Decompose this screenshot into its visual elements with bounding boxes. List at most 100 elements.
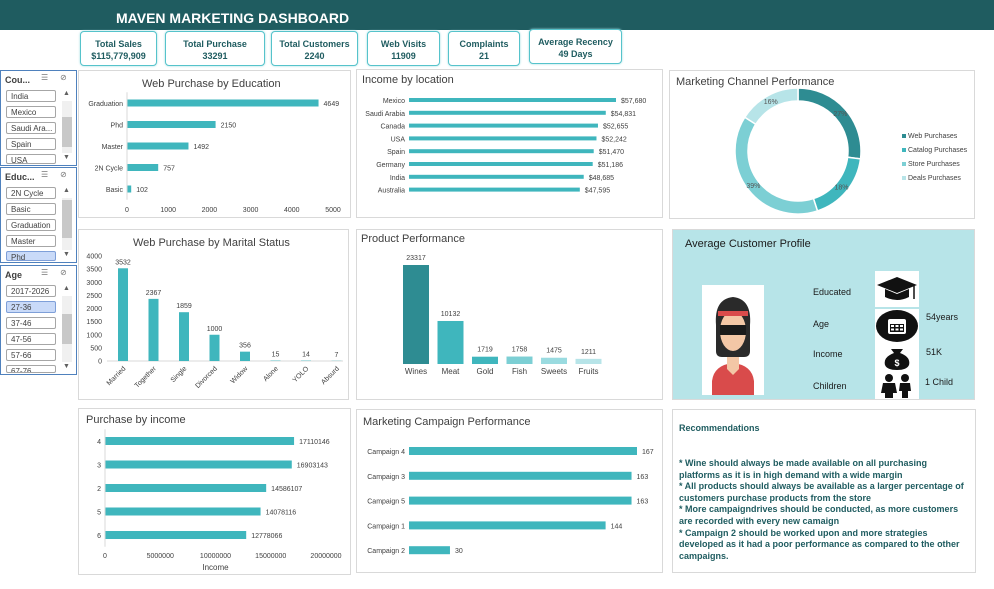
category-label: Absurd [320,365,341,386]
category-label: YOLO [292,365,311,384]
bar [118,268,128,361]
scroll-up-icon[interactable]: ▲ [63,187,70,194]
category-label: Campaign 4 [367,449,405,456]
data-label: 163 [637,499,649,506]
legend-swatch [902,162,906,166]
kpi-value: $115,779,909 [91,51,146,61]
panel-income-location: Income by location Mexico $57,680 Saudi Ar… [356,69,663,218]
data-label: 18% [835,185,849,192]
scroll-thumb[interactable] [62,117,72,147]
bar [409,149,594,154]
scroll-down-icon[interactable]: ▼ [63,154,70,161]
scroll-down-icon[interactable]: ▼ [63,363,70,370]
recommendations-text: * Wine should always be made available o… [679,458,969,562]
tick-label: 4000 [86,254,102,261]
clear-filter-icon[interactable]: ⊘ [60,73,67,82]
category-label: India [390,175,405,182]
dashboard-title: MAVEN MARKETING DASHBOARD [116,10,350,26]
category-label: Alone [262,365,280,383]
bar [409,447,637,455]
slicer-item-mexico[interactable]: Mexico [6,106,56,118]
category-label: Gold [477,367,494,376]
category-label: 2 [97,486,101,493]
category-label: Campaign 3 [367,474,405,481]
multi-select-icon[interactable]: ☰ [41,170,49,179]
clear-filter-icon[interactable]: ⊘ [60,170,67,179]
bar [127,164,159,171]
scroll-down-icon[interactable]: ▼ [63,251,70,258]
slicer-item-spain[interactable]: Spain [6,138,56,150]
panel-product-performance: Product Performance 23317 Wines 10132 Meat 1… [356,229,663,400]
slicer-item-saudi-arabia[interactable]: Saudi Ara... [6,122,56,134]
slicer-item-graduation[interactable]: Graduation [6,219,56,231]
chart-title: Purchase by income [86,414,186,426]
slicer-item-usa[interactable]: USA [6,154,56,164]
slicer-item-phd[interactable]: Phd [6,251,56,261]
bar [127,121,216,128]
customer-avatar-icon [702,285,764,395]
bar [148,298,159,361]
multi-select-icon[interactable]: ☰ [41,268,49,277]
data-label: 14586107 [271,486,302,493]
data-label: 1719 [477,347,493,354]
panel-customer-profile: Average Customer Profile Educated Age In… [672,229,975,400]
bar [105,531,247,539]
scroll-up-icon[interactable]: ▲ [63,90,70,97]
scrollbar[interactable] [62,101,72,153]
donut-slice [734,116,819,215]
bar [409,187,580,192]
svg-text:$: $ [894,358,899,368]
profile-label-income: Income [813,349,843,359]
tick-label: 500 [90,345,102,352]
data-label: 23317 [406,255,426,262]
bar [105,484,267,492]
tick-label: 2000 [202,207,218,214]
profile-label-age: Age [813,319,830,329]
tick-label: 10000000 [200,553,231,560]
bar [105,507,261,516]
tick-label: 2000 [86,306,102,313]
kpi-label: Total Customers [279,39,350,49]
slicer-item-india[interactable]: India [6,90,56,102]
data-label: 1758 [512,347,528,354]
category-label: Canada [380,124,405,131]
tick-label: 5000000 [147,553,174,560]
kpi-value: 2240 [304,51,325,61]
scrollbar[interactable] [62,198,72,250]
tick-label: 0 [103,553,107,560]
scroll-up-icon[interactable]: ▲ [63,285,70,292]
bar [179,312,189,361]
legend-swatch [902,148,906,152]
category-label: Saudi Arabia [365,111,405,118]
data-label: $52,242 [601,136,626,143]
chart-title: Web Purchase by Marital Status [133,237,290,249]
category-label: Fruits [579,367,599,376]
slicer-item-master[interactable]: Master [6,235,56,247]
web-purchase-education-chart: Graduation 4649 Phd 2150 Master 1492 2N Cycle 7… [88,92,341,214]
slicer-item-age-67-76[interactable]: 67-76 [6,365,56,373]
slicer-item-basic[interactable]: Basic [6,203,56,215]
data-label: 163 [637,474,649,481]
graduation-cap-icon [875,271,919,307]
slicer-item-age-47-56[interactable]: 47-56 [6,333,56,345]
category-label: Divorced [194,365,219,390]
category-label: Mexico [383,98,405,105]
slicer-item-age-27-36[interactable]: 27-36 [6,301,56,313]
clear-filter-icon[interactable]: ⊘ [60,268,67,277]
scroll-thumb[interactable] [62,200,72,238]
scrollbar[interactable] [62,296,72,362]
category-label: Master [102,144,124,151]
slicer-item-age-57-66[interactable]: 57-66 [6,349,56,361]
data-label: 1211 [581,349,596,356]
income-location-chart: Mexico $57,680 Saudi Arabia $54,831 Canada $5… [365,98,646,195]
legend-swatch [902,134,906,138]
scroll-thumb[interactable] [62,314,72,344]
multi-select-icon[interactable]: ☰ [41,73,49,82]
slicer-item-age-2017-2026[interactable]: 2017-2026 [6,285,56,297]
slicer-item-age-37-46[interactable]: 37-46 [6,317,56,329]
slicer-item-2n-cycle[interactable]: 2N Cycle [6,187,56,199]
category-label: Campaign 2 [367,548,405,555]
recommendation-line: * More campaigndrives should be conducte… [679,504,959,526]
recommendation-line: * Wine should always be made available o… [679,458,927,480]
